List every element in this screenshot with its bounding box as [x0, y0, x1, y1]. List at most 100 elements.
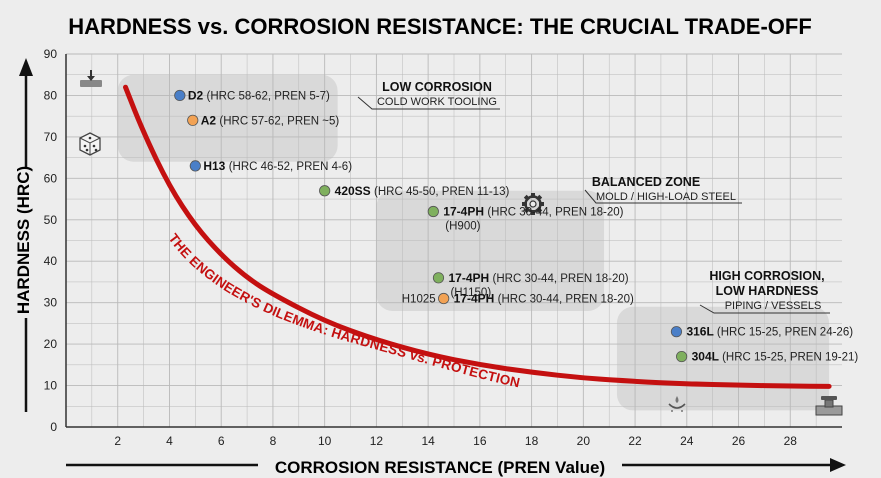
- data-label-name: D2: [188, 88, 207, 102]
- zone-subtitle: PIPING / VESSELS: [725, 300, 822, 312]
- data-point: [676, 350, 688, 363]
- x-tick-label: 12: [370, 434, 384, 448]
- x-tick-label: 22: [628, 434, 642, 448]
- x-tick-label: 28: [784, 434, 798, 448]
- data-label-name: 304L: [692, 350, 722, 364]
- data-label-detail: (HRC 30-44, PREN 18-20): [487, 206, 623, 218]
- x-tick-label: 18: [525, 434, 539, 448]
- x-tick-label: 6: [218, 434, 225, 448]
- data-label-detail: (HRC 15-25, PREN 19-21): [722, 352, 858, 364]
- die-pip: [94, 148, 98, 152]
- data-point-group: A2 (HRC 57-62, PREN ~5): [187, 113, 340, 127]
- data-label-name: 420SS: [335, 184, 374, 198]
- y-arrow-head: [19, 58, 33, 76]
- chart-title: HARDNESS vs. CORROSION RESISTANCE: THE C…: [68, 14, 812, 39]
- drip-dot: [681, 410, 683, 412]
- zone-title: LOW CORROSION: [382, 80, 492, 94]
- valve-stem: [824, 399, 834, 408]
- data-label-detail: (HRC 58-62, PREN 5-7): [207, 90, 331, 102]
- y-tick-label: 40: [44, 254, 58, 268]
- zone-low-corrosion: [117, 74, 338, 162]
- data-label-sub: (H1150): [450, 287, 491, 299]
- y-tick-label: 30: [44, 296, 58, 310]
- zone-subtitle: COLD WORK TOOLING: [377, 96, 497, 108]
- zone-label-high-corrosion: HIGH CORROSION,LOW HARDNESS PIPING / VESS…: [699, 269, 830, 314]
- grid-layer: [66, 53, 842, 427]
- corrosion-drip-icon: [668, 396, 686, 412]
- data-label-detail: (HRC 46-52, PREN 4-6): [229, 161, 353, 173]
- data-point-group: 420SS (HRC 45-50, PREN 11-13): [319, 184, 509, 198]
- die-pip: [92, 144, 96, 148]
- data-label: 304L (HRC 15-25, PREN 19-21): [692, 350, 859, 364]
- x-axis-label: CORROSION RESISTANCE (PREN Value): [275, 458, 605, 477]
- data-point-group: D2 (HRC 58-62, PREN 5-7): [174, 88, 330, 102]
- die-cube-icon: [79, 132, 101, 156]
- zone-leader-line: [357, 96, 500, 110]
- data-label: 316L (HRC 15-25, PREN 24-26): [686, 325, 853, 339]
- pipe-valve-icon: [815, 396, 843, 416]
- data-label-detail: (HRC 30-44, PREN 18-20): [493, 273, 629, 285]
- data-point-group: 17-4PH (HRC 30-44, PREN 18-20) (H900): [427, 204, 624, 232]
- x-tick-label: 10: [318, 434, 332, 448]
- y-tick-label: 10: [44, 379, 58, 393]
- x-tick-label: 20: [577, 434, 591, 448]
- data-point: [189, 160, 201, 172]
- drip-drop: [675, 396, 679, 403]
- data-label: D2 (HRC 58-62, PREN 5-7): [188, 88, 330, 102]
- die-pip: [83, 144, 87, 148]
- x-tick-label: 8: [270, 434, 277, 448]
- indent-block: [80, 80, 102, 87]
- x-tick-label: 14: [421, 434, 435, 448]
- valve-handle: [821, 396, 837, 400]
- zone-label-low-corrosion: LOW CORROSION COLD WORK TOOLING: [357, 80, 500, 110]
- y-tick-label: 60: [44, 171, 58, 185]
- data-label-sub: (H900): [445, 220, 480, 232]
- data-label-detail: (HRC 15-25, PREN 24-26): [717, 327, 853, 339]
- axes-layer: 2 4 6 8 10 12 14 16 18 20 22 24 26 280102030405060708…: [19, 47, 846, 472]
- y-tick-label: 20: [44, 337, 58, 351]
- data-point: [438, 292, 450, 305]
- data-label: H13 (HRC 46-52, PREN 4-6): [203, 159, 352, 173]
- zone-title-line2: LOW HARDNESS: [716, 284, 819, 298]
- zone-balanced: [376, 190, 605, 311]
- zone-title: BALANCED ZONE: [592, 175, 700, 189]
- data-label: 420SS (HRC 45-50, PREN 11-13): [335, 184, 510, 198]
- x-tick-label: 2: [114, 434, 121, 448]
- icons-layer: [79, 70, 843, 416]
- data-point: [427, 205, 439, 218]
- x-tick-label: 24: [680, 434, 694, 448]
- x-tick-label: 4: [166, 434, 173, 448]
- data-point: [432, 272, 445, 284]
- data-label: 17-4PH (HRC 30-44, PREN 18-20): [454, 292, 634, 306]
- data-label: A2 (HRC 57-62, PREN ~5): [201, 113, 340, 127]
- die-pip: [88, 136, 92, 140]
- data-label-detail: (HRC 30-44, PREN 18-20): [498, 294, 634, 306]
- zone-subtitle: MOLD / HIGH-LOAD STEEL: [596, 191, 736, 203]
- data-label-detail: (HRC 45-50, PREN 11-13): [374, 186, 509, 198]
- data-point-group: 304L (HRC 15-25, PREN 19-21): [676, 350, 858, 364]
- die-pip: [85, 148, 89, 152]
- gear-icon: [522, 193, 544, 215]
- data-point-group: H1025 17-4PH (HRC 30-44, PREN 18-20): [402, 292, 634, 306]
- data-label-name: A2: [201, 113, 220, 127]
- x-tick-label: 26: [732, 434, 746, 448]
- y-tick-label: 50: [44, 213, 58, 227]
- trend-curve: [123, 84, 832, 389]
- zone-labels-layer: LOW CORROSION COLD WORK TOOLING BALANCED Z…: [357, 80, 830, 314]
- y-tick-label: 90: [44, 47, 58, 61]
- data-label-name: 316L: [686, 325, 716, 339]
- gear-rim: [524, 195, 542, 213]
- data-label-name: H13: [203, 159, 228, 173]
- data-label-name: 17-4PH: [454, 292, 498, 306]
- data-label-detail: (HRC 57-62, PREN ~5): [219, 115, 339, 127]
- data-label-prefix: H1025: [402, 294, 436, 306]
- data-point-group: 316L (HRC 15-25, PREN 24-26): [670, 325, 853, 339]
- y-tick-label: 80: [44, 88, 58, 102]
- data-label: 17-4PH (HRC 30-44, PREN 18-20): [448, 271, 628, 285]
- data-point-group: H13 (HRC 46-52, PREN 4-6): [189, 159, 352, 173]
- data-point: [187, 114, 199, 126]
- drip-bowl: [668, 403, 686, 409]
- data-label-name: 17-4PH: [443, 204, 487, 218]
- drip-dot: [671, 410, 673, 412]
